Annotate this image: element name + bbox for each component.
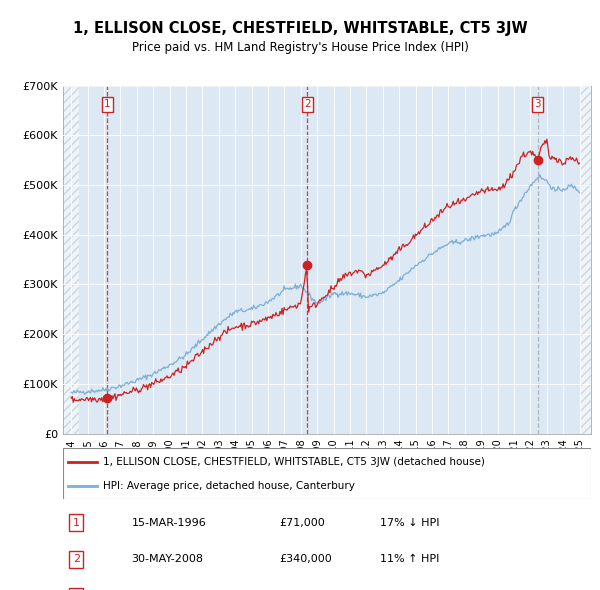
Text: 11% ↑ HPI: 11% ↑ HPI bbox=[380, 555, 439, 564]
FancyBboxPatch shape bbox=[63, 448, 591, 499]
Text: 17% ↓ HPI: 17% ↓ HPI bbox=[380, 518, 439, 527]
Text: 2: 2 bbox=[304, 100, 311, 110]
Text: £71,000: £71,000 bbox=[280, 518, 325, 527]
Text: 15-MAR-1996: 15-MAR-1996 bbox=[131, 518, 206, 527]
Text: 1, ELLISON CLOSE, CHESTFIELD, WHITSTABLE, CT5 3JW (detached house): 1, ELLISON CLOSE, CHESTFIELD, WHITSTABLE… bbox=[103, 457, 484, 467]
Text: 30-MAY-2008: 30-MAY-2008 bbox=[131, 555, 203, 564]
Text: Price paid vs. HM Land Registry's House Price Index (HPI): Price paid vs. HM Land Registry's House … bbox=[131, 41, 469, 54]
Text: 1: 1 bbox=[73, 518, 80, 527]
Text: 1: 1 bbox=[104, 100, 111, 110]
Text: 1, ELLISON CLOSE, CHESTFIELD, WHITSTABLE, CT5 3JW: 1, ELLISON CLOSE, CHESTFIELD, WHITSTABLE… bbox=[73, 21, 527, 35]
Text: 2: 2 bbox=[73, 555, 80, 564]
Text: £340,000: £340,000 bbox=[280, 555, 332, 564]
Text: HPI: Average price, detached house, Canterbury: HPI: Average price, detached house, Cant… bbox=[103, 481, 355, 491]
Text: 3: 3 bbox=[535, 100, 541, 110]
Bar bbox=[63, 86, 79, 434]
